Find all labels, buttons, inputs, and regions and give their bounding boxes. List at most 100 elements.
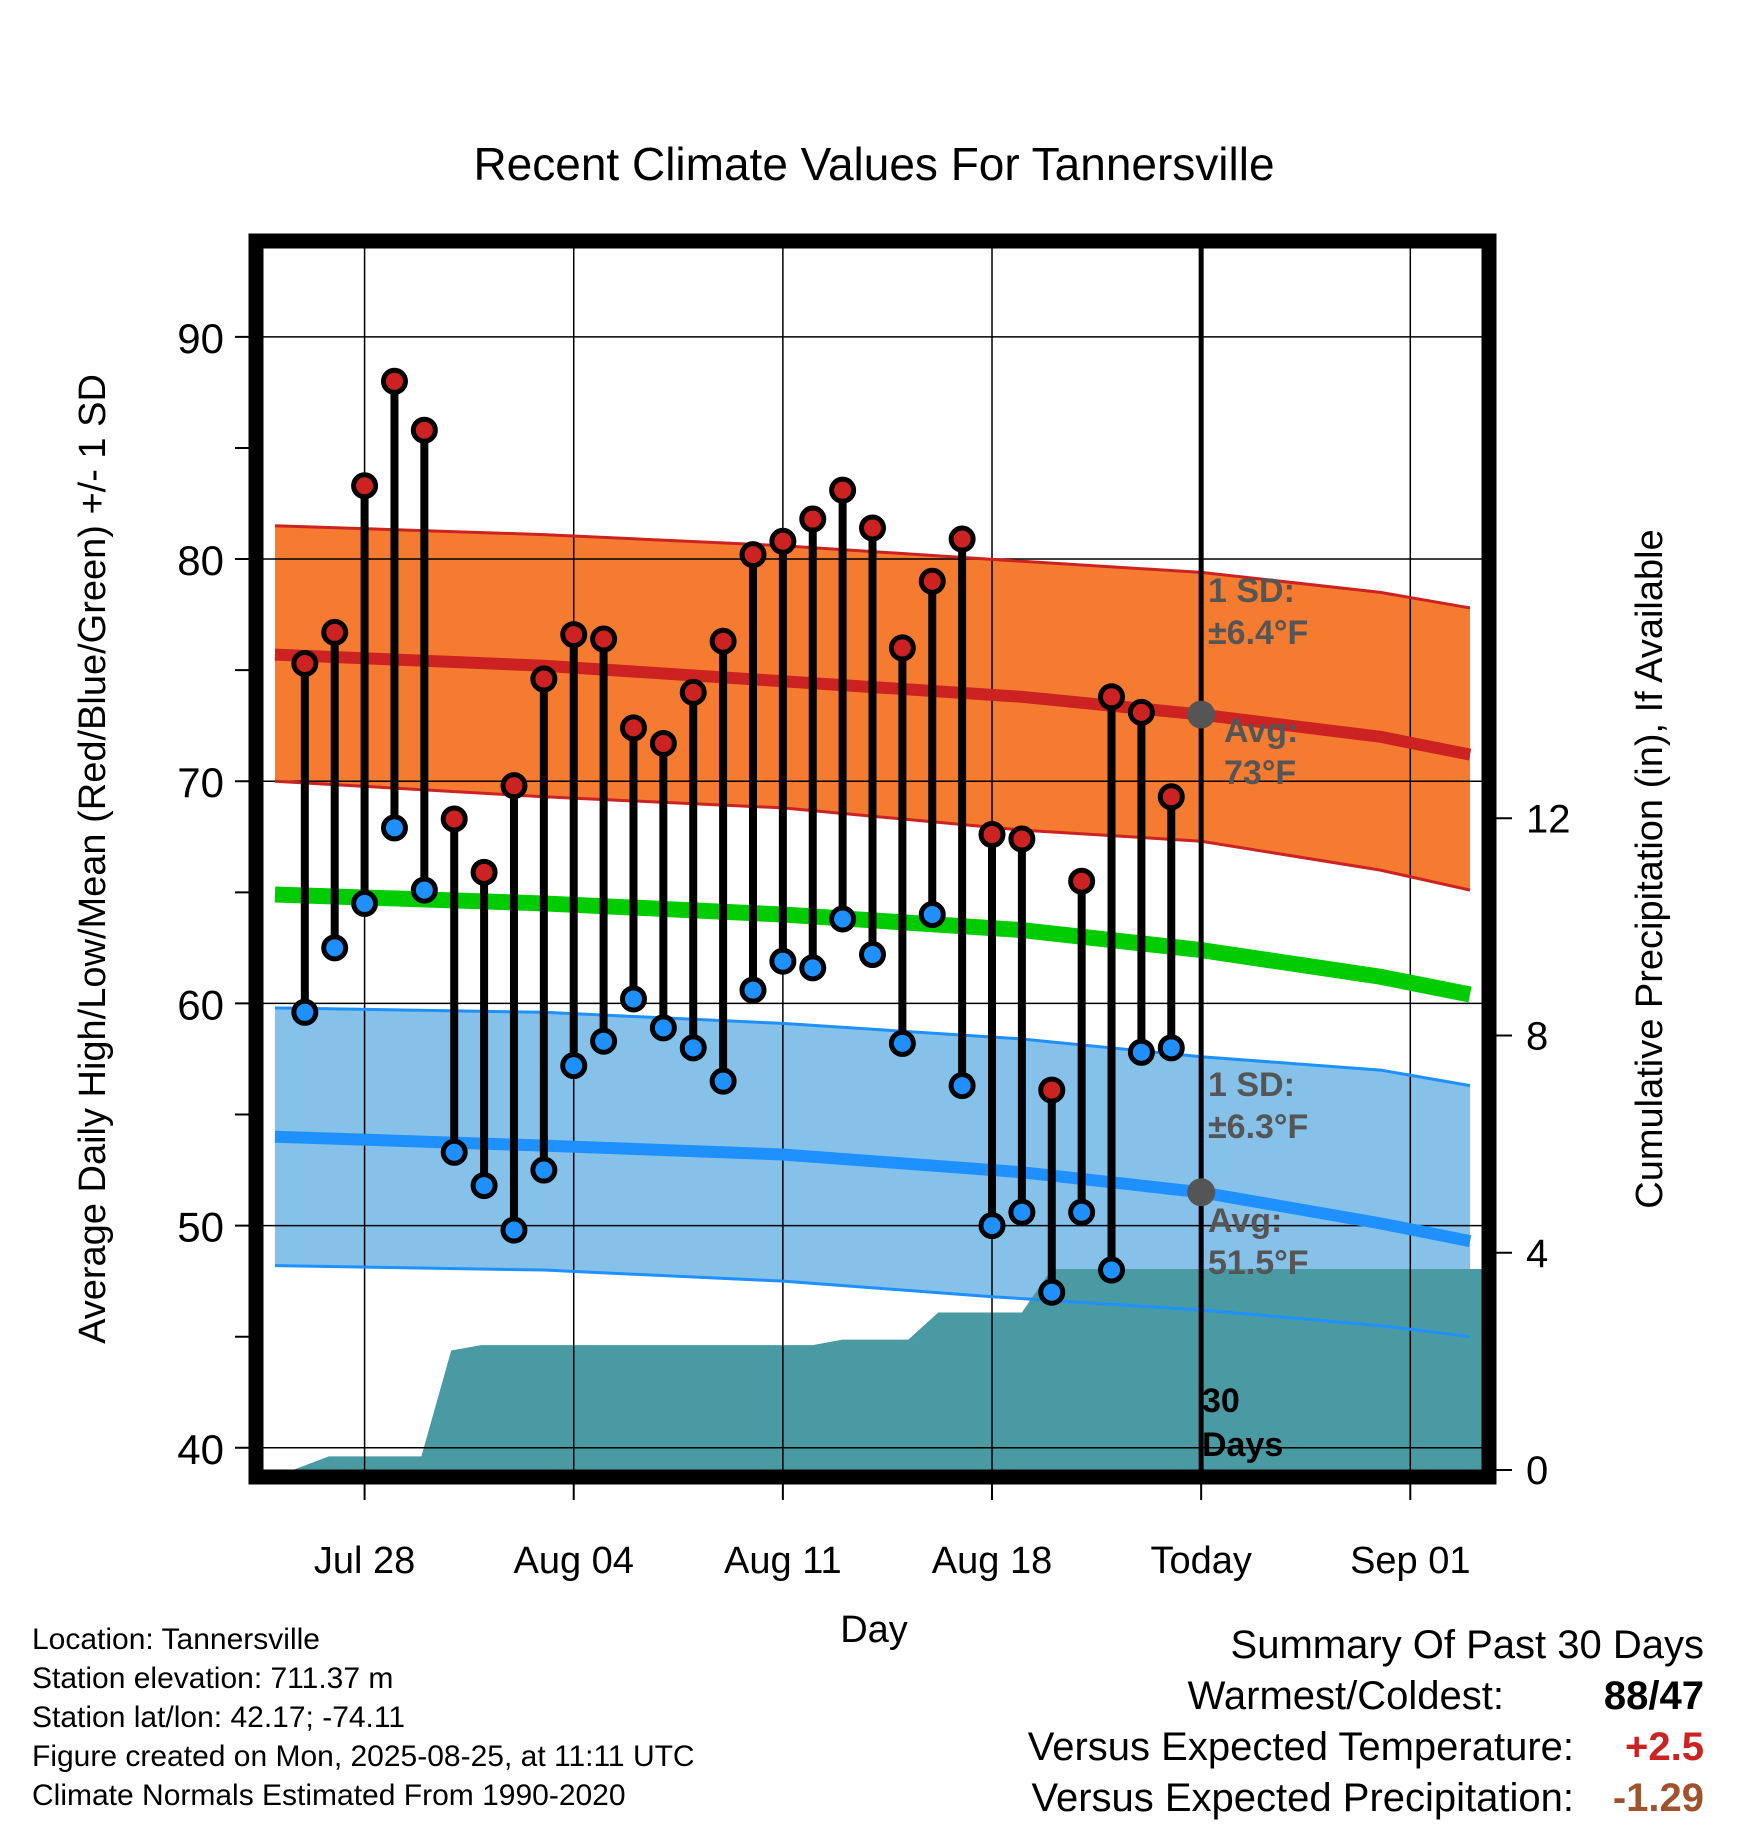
summary-warm-cold-row: Warmest/Coldest: 88/47 xyxy=(804,1671,1704,1722)
high-point-27 xyxy=(1068,867,1096,895)
high-point-5 xyxy=(410,416,438,444)
y-tick-label-50: 50 xyxy=(177,1204,224,1251)
high-point-13 xyxy=(649,729,677,757)
high-point-30 xyxy=(1157,783,1185,811)
high-point-14 xyxy=(679,678,707,706)
low-point-6 xyxy=(440,1138,468,1166)
high-point-22 xyxy=(918,567,946,595)
high-point-28 xyxy=(1098,683,1126,711)
coldest-value: /47 xyxy=(1648,1674,1704,1718)
high-point-21 xyxy=(888,634,916,662)
low-point-23 xyxy=(948,1072,976,1100)
low-point-27 xyxy=(1068,1198,1096,1226)
precip-value: -1.29 xyxy=(1612,1776,1704,1820)
low-sd-label-line-2: ±6.3°F xyxy=(1208,1108,1308,1146)
y-tick-label-70: 70 xyxy=(177,759,224,806)
low-point-8 xyxy=(500,1216,528,1244)
low-point-29 xyxy=(1127,1038,1155,1066)
summary-precip-row: Versus Expected Precipitation: -1.29 xyxy=(804,1773,1704,1824)
low-point-4 xyxy=(380,814,408,842)
high-point-24 xyxy=(978,821,1006,849)
y2-tick-label-12: 12 xyxy=(1526,797,1571,841)
high-point-25 xyxy=(1008,825,1036,853)
low-point-5 xyxy=(410,876,438,904)
x-tick-label-3: Aug 11 xyxy=(724,1540,842,1582)
precip-area xyxy=(263,1269,1482,1470)
low-point-18 xyxy=(799,954,827,982)
high-point-1 xyxy=(291,649,319,677)
days-label-line-1: 30 xyxy=(1202,1382,1240,1420)
high-point-17 xyxy=(769,527,797,555)
y2-tick-label-8: 8 xyxy=(1526,1015,1548,1059)
low-point-20 xyxy=(859,941,886,969)
low-point-19 xyxy=(829,905,857,933)
high-point-10 xyxy=(560,621,588,649)
low-point-17 xyxy=(769,947,797,975)
high-point-8 xyxy=(500,772,528,800)
high-point-16 xyxy=(739,541,767,569)
low-lower-edge xyxy=(274,1264,1471,1339)
x-tick-label-4: Aug 18 xyxy=(932,1540,1052,1582)
chart-title: Recent Climate Values For Tannersville xyxy=(473,138,1274,190)
high-point-18 xyxy=(799,505,827,533)
low-point-22 xyxy=(918,901,946,929)
low-point-26 xyxy=(1038,1278,1066,1306)
warm-cold-value: 88/47 xyxy=(1504,1671,1704,1722)
high-point-26 xyxy=(1038,1076,1066,1104)
high-point-19 xyxy=(829,476,857,504)
high-point-3 xyxy=(351,472,379,500)
high-point-12 xyxy=(619,714,647,742)
precip-label: Versus Expected Precipitation: xyxy=(1031,1776,1574,1820)
low-point-14 xyxy=(679,1034,707,1062)
y-tick-label-40: 40 xyxy=(177,1426,224,1473)
high-sd-label-line-2: ±6.4°F xyxy=(1208,614,1308,652)
high-point-6 xyxy=(440,805,468,833)
low-point-10 xyxy=(560,1052,588,1080)
plot-frame xyxy=(248,233,1497,1485)
warmest-value: 88 xyxy=(1603,1674,1649,1718)
high-point-15 xyxy=(709,627,737,655)
elevation-text: Station elevation: 711.37 m xyxy=(32,1662,394,1695)
low-point-25 xyxy=(1008,1198,1036,1226)
temp-value: +2.5 xyxy=(1625,1725,1704,1769)
high-upper-edge xyxy=(274,524,1471,610)
y2-axis-title: Cumulative Precipitation (in), If Availa… xyxy=(1629,529,1671,1208)
summary-temp-row: Versus Expected Temperature: +2.5 xyxy=(804,1722,1704,1773)
y-tick-label-80: 80 xyxy=(177,537,224,584)
high-normal-marker xyxy=(1187,700,1216,729)
summary-panel: Summary Of Past 30 Days Warmest/Coldest:… xyxy=(804,1620,1704,1824)
high-avg-label-line-2: 73°F xyxy=(1224,754,1296,792)
x-tick-label-5: Today xyxy=(1150,1540,1251,1582)
created-text: Figure created on Mon, 2025-08-25, at 11… xyxy=(32,1740,695,1773)
low-point-24 xyxy=(978,1212,1006,1240)
low-point-12 xyxy=(619,985,647,1013)
warm-cold-label: Warmest/Coldest: xyxy=(1187,1674,1504,1718)
high-point-20 xyxy=(859,514,886,542)
high-point-2 xyxy=(321,618,349,646)
low-point-2 xyxy=(321,934,349,962)
y2-tick-label-4: 4 xyxy=(1526,1232,1548,1276)
high-avg-label-line-1: Avg: xyxy=(1224,712,1298,750)
days-label-line-2: Days xyxy=(1202,1426,1283,1464)
low-point-28 xyxy=(1098,1256,1126,1284)
low-point-11 xyxy=(590,1027,618,1055)
high-point-23 xyxy=(948,525,976,553)
low-point-16 xyxy=(739,976,767,1004)
x-axis-title: Day xyxy=(840,1609,908,1651)
plot-area xyxy=(263,248,1482,1470)
low-point-13 xyxy=(649,1014,677,1042)
y-tick-label-90: 90 xyxy=(177,315,224,362)
low-point-21 xyxy=(888,1029,916,1057)
low-point-30 xyxy=(1157,1034,1185,1062)
high-point-9 xyxy=(530,665,558,693)
high-sd-label-line-1: 1 SD: xyxy=(1208,572,1295,610)
location-text: Location: Tannersville xyxy=(32,1623,320,1656)
low-avg-label-line-1: Avg: xyxy=(1208,1202,1282,1240)
x-tick-label-6: Sep 01 xyxy=(1350,1540,1470,1582)
high-point-7 xyxy=(470,858,498,886)
low-point-7 xyxy=(470,1172,498,1200)
low-point-1 xyxy=(291,998,319,1026)
latlon-text: Station lat/lon: 42.17; -74.11 xyxy=(32,1701,406,1734)
x-tick-label-2: Aug 04 xyxy=(513,1540,633,1582)
x-tick-label-1: Jul 28 xyxy=(314,1540,415,1582)
